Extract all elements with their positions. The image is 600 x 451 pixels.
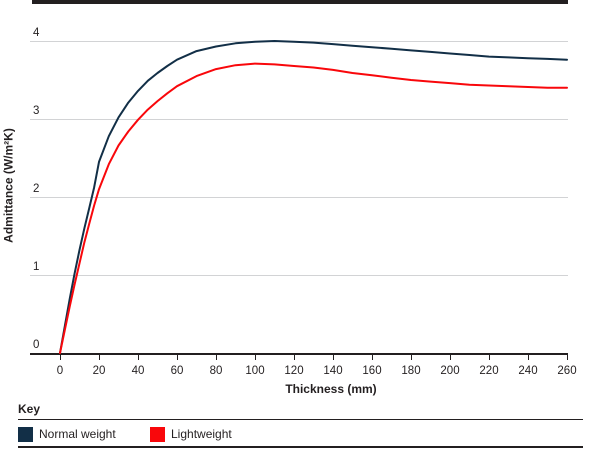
- legend-label-normal-weight: Normal weight: [39, 427, 116, 441]
- normal-weight-swatch: [18, 426, 33, 442]
- top-accent-bar: [32, 0, 568, 4]
- y-tick-label: 2: [33, 183, 39, 195]
- legend-items: Normal weight Lightweight: [0, 425, 600, 443]
- x-tick-label: 60: [171, 365, 184, 377]
- legend-label-lightweight: Lightweight: [171, 427, 232, 441]
- x-tick-label: 0: [57, 365, 63, 377]
- x-tick-label: 180: [401, 365, 420, 377]
- x-tick-label: 40: [132, 365, 145, 377]
- x-tick-label: 160: [362, 365, 381, 377]
- legend-item-lightweight: Lightweight: [150, 425, 232, 443]
- legend-section: Key Normal weight Lightweight: [0, 400, 600, 451]
- x-tick-label: 80: [210, 365, 223, 377]
- x-tick-label: 220: [479, 365, 498, 377]
- legend-item-normal-weight: Normal weight: [18, 425, 116, 443]
- y-tick-label: 4: [33, 27, 40, 39]
- legend-divider-top: [18, 419, 583, 420]
- x-tick-label: 140: [323, 365, 342, 377]
- x-tick-label: 260: [557, 365, 576, 377]
- y-tick-label: 1: [33, 261, 39, 273]
- series-line-lightweight: [59, 62, 568, 354]
- x-axis-title: Thickness (mm): [285, 382, 377, 396]
- legend-divider-bottom: [18, 446, 583, 448]
- x-tick-label: 200: [440, 365, 459, 377]
- x-tick-label: 120: [284, 365, 303, 377]
- x-tick-label: 240: [518, 365, 537, 377]
- y-axis-title: Admittance (W/m²K): [1, 128, 16, 243]
- x-tick-label: 20: [93, 365, 106, 377]
- legend-title: Key: [18, 402, 41, 416]
- lightweight-swatch: [150, 426, 165, 442]
- series-line-normal-weight: [59, 40, 568, 354]
- x-tick-label: 100: [245, 365, 264, 377]
- y-tick-label: 0: [33, 339, 39, 351]
- y-tick-label: 3: [33, 105, 39, 117]
